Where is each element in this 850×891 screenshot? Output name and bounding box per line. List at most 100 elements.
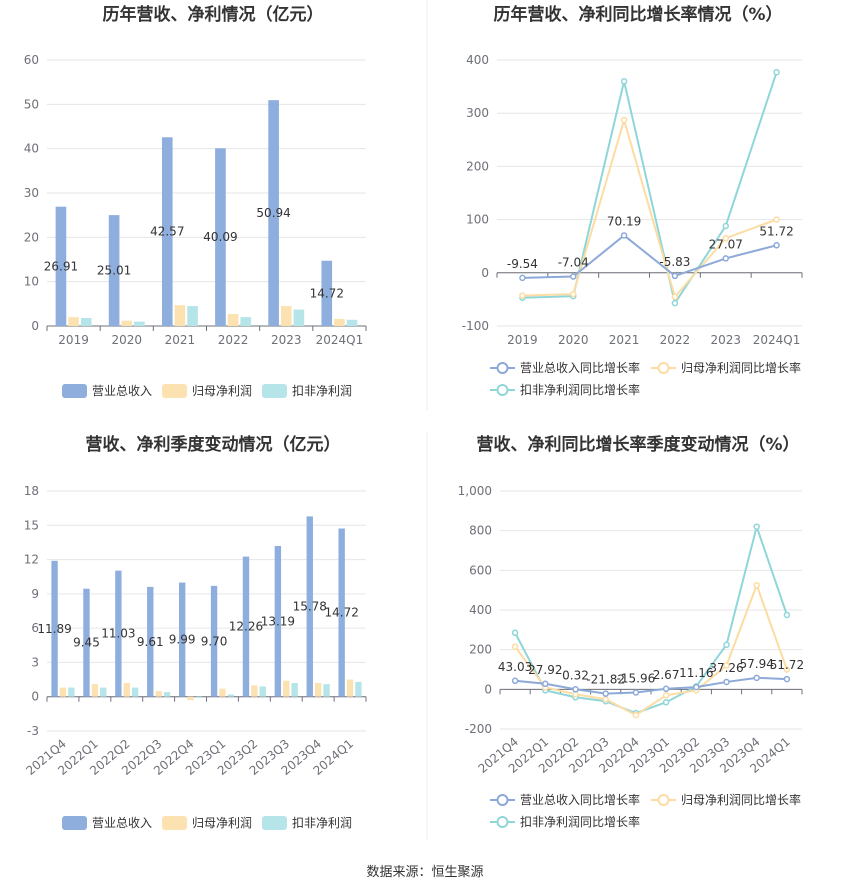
bar-3 xyxy=(227,694,235,697)
chart-panel-1: 历年营收、净利情况（亿元） 0 10 20 30 40 50 60 2019 2020 2021 20… xyxy=(24,4,367,398)
bar-3 xyxy=(68,687,75,697)
legend: 营业总收入 归母净利润 扣非净利润 xyxy=(62,816,352,830)
data-label: 43.03 xyxy=(498,660,532,674)
series-point-3 xyxy=(753,523,760,530)
legend-marker xyxy=(496,362,509,374)
legend-marker xyxy=(496,384,509,396)
bar-3 xyxy=(323,684,330,697)
data-label: 2.67 xyxy=(653,668,680,682)
y-tick-label: 18 xyxy=(24,484,39,498)
y-tick-label: 12 xyxy=(24,553,39,567)
series-point-2 xyxy=(519,292,526,299)
series-line-3 xyxy=(522,71,778,306)
data-label: 40.09 xyxy=(203,230,237,244)
data-label: 15.78 xyxy=(293,600,327,614)
data-label: 27.92 xyxy=(528,663,562,677)
legend-swatch xyxy=(62,384,87,398)
series-point-1 xyxy=(632,689,640,696)
x-tick-label: 2019 xyxy=(58,333,89,347)
legend-marker xyxy=(657,362,670,374)
x-tick-label: 2024Q1 xyxy=(316,333,364,347)
data-label: -21.82 xyxy=(586,673,625,687)
bar-3 xyxy=(259,686,266,697)
bar-1 xyxy=(268,100,279,326)
bar-2 xyxy=(251,685,258,697)
data-label: 11.16 xyxy=(679,666,713,680)
series-point-2 xyxy=(620,116,628,124)
bar-1 xyxy=(161,137,173,326)
series-point-2 xyxy=(753,581,760,589)
bar-1 xyxy=(306,516,313,697)
legend-label: 归母净利润 xyxy=(192,384,252,398)
legend-label: 扣非净利润同比增长率 xyxy=(520,814,640,829)
series-point-3 xyxy=(783,611,791,619)
series-point-1 xyxy=(542,680,549,688)
legend-label: 归母净利润同比增长率 xyxy=(681,792,801,807)
bar-1 xyxy=(147,586,154,697)
y-tick-label: 600 xyxy=(469,563,492,577)
y-tick-label: 60 xyxy=(24,53,39,67)
x-tick-label: 2022 xyxy=(218,333,249,347)
y-tick-label: 800 xyxy=(469,524,492,538)
y-tick-label: 400 xyxy=(469,603,492,617)
bar-2 xyxy=(155,691,162,697)
x-tick-label: 2023 xyxy=(710,333,741,347)
x-tick-label: 2023 xyxy=(271,333,302,347)
data-label: -5.83 xyxy=(659,255,690,269)
data-label: 9.45 xyxy=(73,636,100,650)
series-point-1 xyxy=(511,677,519,685)
series-line-2 xyxy=(522,116,777,299)
bar-2 xyxy=(280,306,292,326)
bar-3 xyxy=(195,696,203,698)
bar-3 xyxy=(80,318,92,326)
legend-swatch xyxy=(162,384,187,398)
series-point-1 xyxy=(753,674,760,682)
legend-marker xyxy=(496,794,509,806)
y-tick-label: 10 xyxy=(24,275,39,289)
chart-panel-3: 营收、净利季度变动情况（亿元）-303691215182021Q42022Q12… xyxy=(23,434,367,830)
series-point-3 xyxy=(671,299,679,307)
y-tick-label: 0 xyxy=(31,690,39,704)
data-label: 27.07 xyxy=(709,237,743,251)
legend-label: 归母净利润 xyxy=(192,816,252,830)
bar-2 xyxy=(59,687,67,697)
series-point-1 xyxy=(722,255,729,262)
bar-3 xyxy=(291,683,298,697)
legend-label: 扣非净利润 xyxy=(292,384,352,398)
bar-2 xyxy=(91,684,99,697)
series-point-3 xyxy=(662,698,670,706)
legend-label: 营业总收入 xyxy=(92,816,152,830)
y-tick-label: 400 xyxy=(466,53,489,67)
x-tick-label: 2024Q1 xyxy=(753,333,801,347)
x-tick-label: 2022 xyxy=(660,333,691,347)
bar-2 xyxy=(123,683,130,697)
data-label: 70.19 xyxy=(607,214,641,228)
legend-label: 营业总收入同比增长率 xyxy=(520,792,640,807)
series-point-3 xyxy=(722,222,729,230)
series-point-2 xyxy=(602,696,609,703)
series-point-2 xyxy=(773,216,780,223)
y-tick-label: 0 xyxy=(484,682,492,696)
series-line-1 xyxy=(522,234,777,279)
y-tick-label: 200 xyxy=(466,159,489,173)
series-point-2 xyxy=(723,662,730,669)
bar-2 xyxy=(219,688,226,697)
bar-1 xyxy=(115,570,122,697)
bar-3 xyxy=(355,681,362,697)
series-point-1 xyxy=(723,678,730,686)
data-label: 0.32 xyxy=(562,668,589,682)
x-tick-label: 2020 xyxy=(111,333,142,347)
data-label: 9.61 xyxy=(137,635,164,649)
data-label: 14.72 xyxy=(310,286,344,300)
legend-swatch xyxy=(262,816,287,830)
data-source-note: 数据来源：恒生聚源 xyxy=(366,865,483,880)
data-label: 42.57 xyxy=(150,225,184,239)
series-point-3 xyxy=(723,641,730,648)
y-tick-label: 50 xyxy=(24,97,39,111)
bar-3 xyxy=(131,687,139,697)
data-label: 37.26 xyxy=(709,661,743,675)
series-point-2 xyxy=(632,711,640,719)
legend-label: 扣非净利润同比增长率 xyxy=(520,382,640,397)
y-tick-label: 1,000 xyxy=(458,484,492,498)
